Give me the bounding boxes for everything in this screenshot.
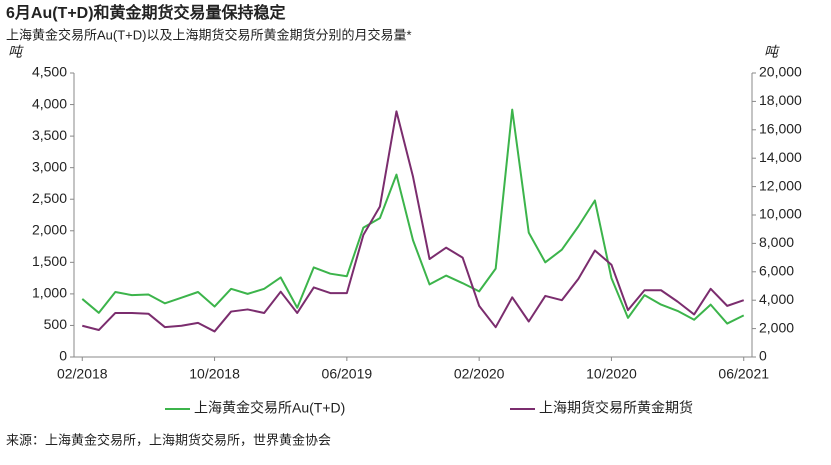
y-tick-label: 2,000 xyxy=(32,221,67,237)
x-tick-label: 02/2020 xyxy=(454,366,505,382)
y2-axis-label: 吨 xyxy=(764,44,780,60)
source-note: 来源：上海黄金交易所，上海期货交易所，世界黄金协会 xyxy=(6,432,331,447)
y2-tick-label: 14,000 xyxy=(759,149,802,165)
y-tick-label: 4,000 xyxy=(32,95,67,111)
x-tick-label: 10/2018 xyxy=(189,366,240,382)
y-axis-label: 吨 xyxy=(8,44,24,60)
data-line xyxy=(82,110,745,333)
legend-label: 上海黄金交易所Au(T+D) xyxy=(194,400,345,416)
x-tick-label: 10/2020 xyxy=(586,366,637,382)
x-tick-label: 02/2018 xyxy=(57,366,108,382)
y-tick-label: 3,500 xyxy=(32,127,67,143)
y-tick-label: 3,000 xyxy=(32,158,67,174)
y2-tick-label: 2,000 xyxy=(759,319,794,335)
y-tick-label: 1,500 xyxy=(32,253,67,269)
y-tick-label: 0 xyxy=(59,348,67,364)
y2-tick-label: 20,000 xyxy=(759,64,802,80)
y-tick-label: 2,500 xyxy=(32,190,67,206)
y2-tick-label: 6,000 xyxy=(759,263,794,279)
y-tick-label: 1,000 xyxy=(32,285,67,301)
data-line xyxy=(81,108,745,325)
chart-subtitle: 上海黄金交易所Au(T+D)以及上海期货交易所黄金期货分别的月交易量* xyxy=(6,27,412,42)
y2-tick-label: 0 xyxy=(759,348,767,364)
y2-tick-label: 10,000 xyxy=(759,206,802,222)
y2-tick-label: 4,000 xyxy=(759,291,794,307)
y2-tick-label: 16,000 xyxy=(759,121,802,137)
legend-label: 上海期货交易所黄金期货 xyxy=(539,400,693,416)
chart-title: 6月Au(T+D)和黄金期货交易量保持稳定 xyxy=(6,3,286,22)
y-tick-label: 500 xyxy=(44,316,68,332)
x-tick-label: 06/2021 xyxy=(718,366,769,382)
y-tick-label: 4,500 xyxy=(32,64,67,80)
y2-tick-label: 18,000 xyxy=(759,92,802,108)
y2-tick-label: 8,000 xyxy=(759,234,794,250)
x-tick-label: 06/2019 xyxy=(322,366,373,382)
y2-tick-label: 12,000 xyxy=(759,177,802,193)
